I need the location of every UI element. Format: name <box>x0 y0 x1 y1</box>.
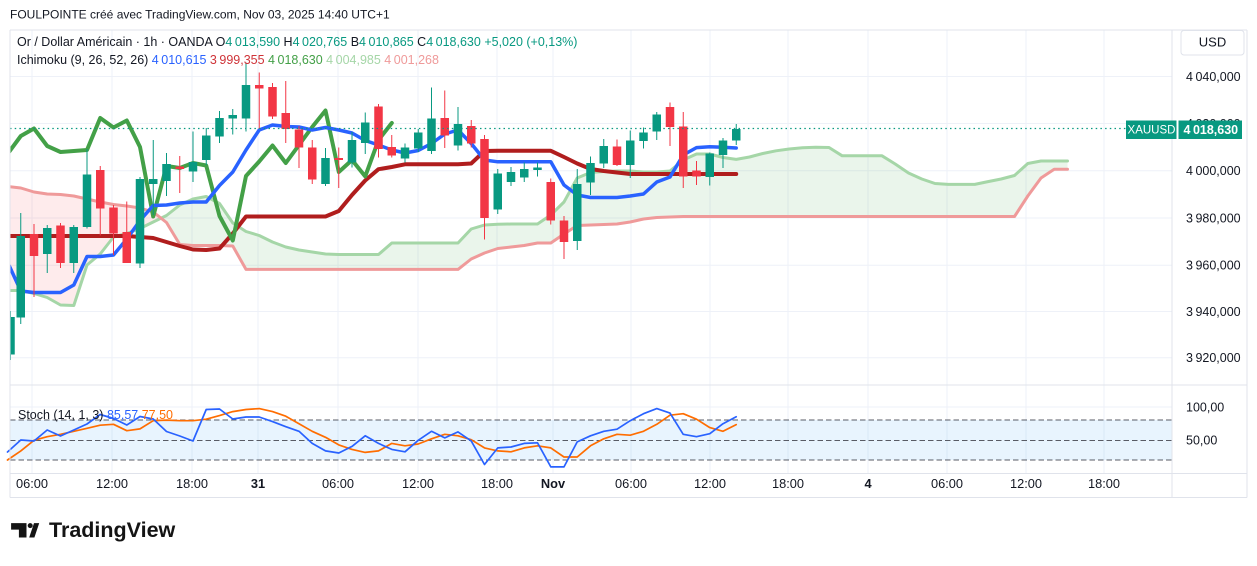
svg-text:3 940,000: 3 940,000 <box>1186 305 1241 319</box>
svg-text:06:00: 06:00 <box>615 476 647 491</box>
svg-text:12:00: 12:00 <box>1010 476 1042 491</box>
svg-text:18:00: 18:00 <box>1088 476 1120 491</box>
svg-text:Or / Dollar Américain · 1h · O: Or / Dollar Américain · 1h · OANDA O4 01… <box>17 35 577 49</box>
svg-text:12:00: 12:00 <box>96 476 128 491</box>
svg-text:FOULPOINTE créé avec TradingVi: FOULPOINTE créé avec TradingView.com, No… <box>10 8 390 22</box>
svg-text:4: 4 <box>864 476 872 491</box>
svg-text:4 040,000: 4 040,000 <box>1186 70 1241 84</box>
svg-text:06:00: 06:00 <box>931 476 963 491</box>
svg-text:Ichimoku (9, 26, 52, 26) 4 010: Ichimoku (9, 26, 52, 26) 4 010,615 3 999… <box>17 53 439 67</box>
svg-text:USD: USD <box>1199 35 1226 50</box>
svg-text:Nov: Nov <box>541 476 566 491</box>
svg-text:TradingView: TradingView <box>49 518 176 542</box>
svg-text:18:00: 18:00 <box>481 476 513 491</box>
svg-text:18:00: 18:00 <box>176 476 208 491</box>
svg-text:31: 31 <box>251 476 265 491</box>
svg-text:100,00: 100,00 <box>1186 400 1224 414</box>
svg-text:4 000,000: 4 000,000 <box>1186 164 1241 178</box>
svg-text:Stoch (14, 1, 3) 85,57 77,50: Stoch (14, 1, 3) 85,57 77,50 <box>18 408 173 422</box>
svg-text:4 018,630: 4 018,630 <box>1184 123 1239 137</box>
svg-text:XAUUSD: XAUUSD <box>1128 125 1176 137</box>
svg-text:3 980,000: 3 980,000 <box>1186 211 1241 225</box>
svg-text:3 920,000: 3 920,000 <box>1186 351 1241 365</box>
svg-text:50,00: 50,00 <box>1186 433 1217 447</box>
svg-text:3 960,000: 3 960,000 <box>1186 259 1241 273</box>
svg-text:06:00: 06:00 <box>16 476 48 491</box>
svg-text:12:00: 12:00 <box>402 476 434 491</box>
svg-text:18:00: 18:00 <box>772 476 804 491</box>
svg-text:06:00: 06:00 <box>322 476 354 491</box>
svg-text:12:00: 12:00 <box>694 476 726 491</box>
